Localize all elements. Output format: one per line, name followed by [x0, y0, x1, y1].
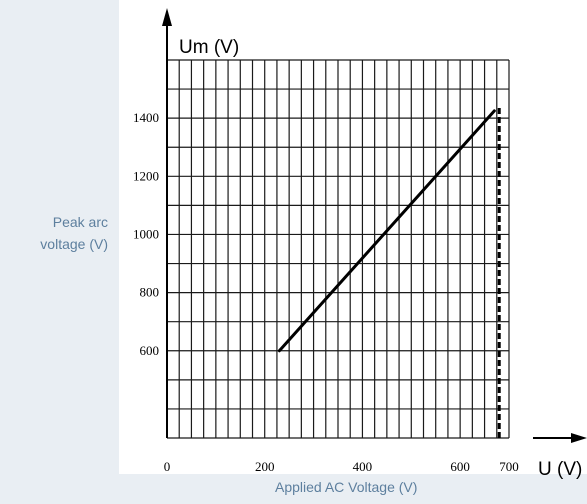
- y-axis-symbol: Um (V): [179, 37, 239, 58]
- y-tick-label: 1400: [133, 110, 159, 125]
- x-tick-label: 600: [450, 459, 470, 474]
- x-axis-symbol: U (V): [538, 459, 582, 480]
- x-axis-label: Applied AC Voltage (V): [275, 479, 418, 495]
- chart-canvas: [119, 0, 587, 474]
- y-tick-label: 800: [140, 285, 160, 300]
- series-line: [277, 109, 496, 353]
- grid: [166, 59, 510, 439]
- x-tick-label: 0: [164, 459, 171, 474]
- y-tick-label: 1200: [133, 168, 159, 183]
- series-group: [277, 109, 496, 353]
- x-tick-labels: 0 200 400 600 700: [164, 459, 519, 474]
- x-tick-label: 700: [499, 459, 519, 474]
- x-tick-label: 200: [255, 459, 275, 474]
- y-axis-arrow-icon: [162, 8, 172, 26]
- x-tick-label: 400: [353, 459, 373, 474]
- y-tick-labels: 600 800 1000 1200 1400: [133, 110, 159, 358]
- y-axis-label-line-1: Peak arc: [52, 214, 108, 230]
- y-tick-label: 600: [140, 343, 160, 358]
- y-tick-label: 1000: [133, 226, 159, 241]
- x-axis-arrow-icon: [571, 433, 587, 443]
- y-axis-label-line-2: voltage (V): [40, 236, 108, 252]
